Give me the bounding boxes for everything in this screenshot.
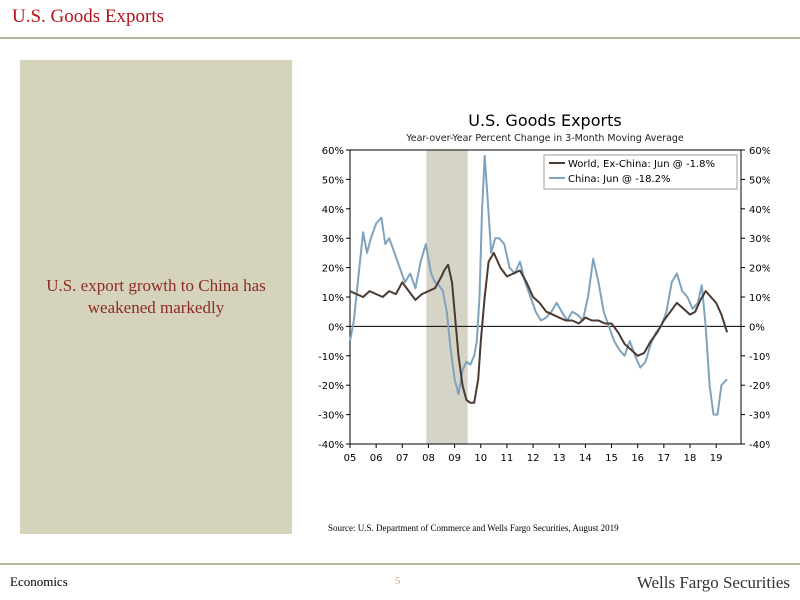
x-tick-label: 06 bbox=[370, 453, 383, 464]
world-ex-china-line bbox=[349, 251, 729, 404]
china-line bbox=[349, 154, 728, 416]
y-tick-label-right: 20% bbox=[749, 264, 770, 275]
y-tick-label-right: 50% bbox=[749, 175, 770, 186]
x-tick-label: 14 bbox=[579, 453, 592, 464]
y-tick-label-left: -10% bbox=[318, 352, 344, 363]
x-tick-label: 17 bbox=[657, 453, 670, 464]
x-tick-label: 09 bbox=[448, 453, 461, 464]
chart-subtitle: Year-over-Year Percent Change in 3-Month… bbox=[405, 133, 684, 144]
legend-label: China: Jun @ -18.2% bbox=[568, 174, 670, 185]
x-tick-label: 19 bbox=[710, 453, 723, 464]
y-tick-label-left: 60% bbox=[322, 146, 344, 157]
chart-title: U.S. Goods Exports bbox=[468, 111, 621, 130]
y-tick-label-left: 10% bbox=[322, 293, 344, 304]
legend-label: World, Ex-China: Jun @ -1.8% bbox=[568, 159, 715, 170]
slide-title: U.S. Goods Exports bbox=[12, 6, 165, 27]
y-tick-label-left: 30% bbox=[322, 234, 344, 245]
x-tick-label: 12 bbox=[527, 453, 540, 464]
header-divider bbox=[0, 37, 800, 39]
y-tick-label-left: -40% bbox=[318, 440, 344, 451]
source-note: Source: U.S. Department of Commerce and … bbox=[328, 523, 619, 533]
legend-box bbox=[543, 154, 738, 190]
recession-shading bbox=[426, 150, 468, 444]
y-tick-label-right: -30% bbox=[749, 411, 770, 422]
x-tick-label: 08 bbox=[422, 453, 435, 464]
side-panel: U.S. export growth to China has weakened… bbox=[20, 60, 292, 534]
y-tick-label-right: -10% bbox=[749, 352, 770, 363]
footer-divider bbox=[0, 563, 800, 565]
y-tick-label-left: -20% bbox=[318, 381, 344, 392]
x-tick-label: 05 bbox=[344, 453, 357, 464]
plot-frame bbox=[349, 149, 742, 445]
x-tick-label: 15 bbox=[605, 453, 618, 464]
y-tick-label-right: 40% bbox=[749, 205, 770, 216]
footer-section-label: Economics bbox=[10, 574, 68, 589]
line-chart: U.S. Goods Exports Year-over-Year Percen… bbox=[318, 111, 770, 464]
y-tick-label-right: -40% bbox=[749, 440, 770, 451]
side-panel-text: U.S. export growth to China has weakened… bbox=[46, 276, 266, 317]
x-tick-label: 11 bbox=[501, 453, 514, 464]
y-tick-label-left: -30% bbox=[318, 411, 344, 422]
x-tick-label: 13 bbox=[553, 453, 566, 464]
y-tick-label-right: 10% bbox=[749, 293, 770, 304]
y-tick-label-left: 40% bbox=[322, 205, 344, 216]
x-tick-label: 18 bbox=[684, 453, 697, 464]
page-number: 5 bbox=[395, 575, 401, 587]
y-tick-label-left: 20% bbox=[322, 264, 344, 275]
brand-logo-text: Wells Fargo Securities bbox=[636, 573, 790, 592]
y-tick-label-right: 0% bbox=[749, 322, 765, 333]
y-tick-label-left: 50% bbox=[322, 175, 344, 186]
x-tick-label: 10 bbox=[474, 453, 487, 464]
x-tick-label: 07 bbox=[396, 453, 409, 464]
y-tick-label-right: 60% bbox=[749, 146, 770, 157]
x-tick-label: 16 bbox=[631, 453, 644, 464]
y-tick-label-right: 30% bbox=[749, 234, 770, 245]
y-tick-label-left: 0% bbox=[328, 322, 344, 333]
y-tick-label-right: -20% bbox=[749, 381, 770, 392]
